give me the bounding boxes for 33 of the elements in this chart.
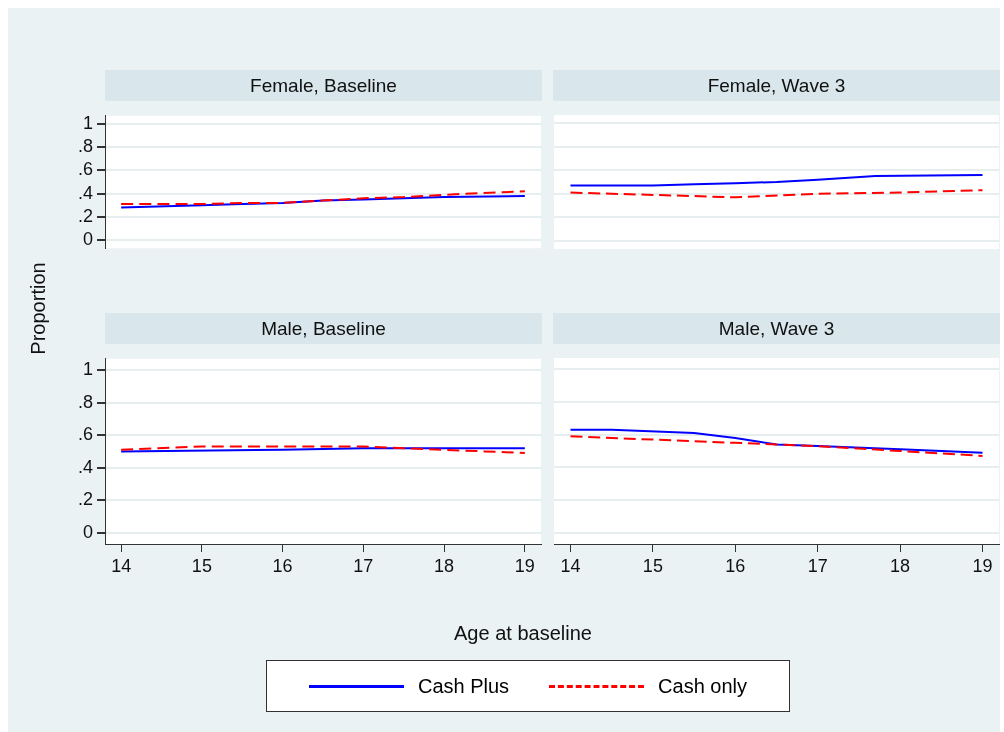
- chart-title: Male, Wave 3: [553, 313, 1000, 344]
- x-tick-label: 14: [111, 555, 132, 576]
- x-tick-label: 16: [272, 555, 293, 576]
- y-tick-label: .6: [77, 159, 93, 180]
- y-tick-label: .8: [77, 391, 93, 412]
- legend-label: Cash only: [658, 674, 748, 698]
- x-tick-label: 17: [353, 555, 374, 576]
- y-tick-label: .2: [77, 205, 93, 226]
- x-tick-label: 18: [890, 555, 911, 576]
- x-tick-label: 14: [560, 555, 581, 576]
- y-tick-label: .6: [77, 424, 93, 445]
- x-tick-label: 19: [514, 555, 535, 576]
- y-tick-label: .4: [77, 182, 93, 203]
- y-tick-label: 1: [82, 112, 93, 133]
- y-tick-label: .2: [77, 489, 93, 510]
- x-tick-label: 15: [642, 555, 663, 576]
- y-tick-label: 1: [82, 359, 93, 380]
- x-tick-label: 18: [434, 555, 455, 576]
- y-tick-label: 0: [82, 229, 93, 250]
- chart-title: Female, Wave 3: [553, 70, 1000, 101]
- y-tick-label: 0: [82, 521, 93, 542]
- x-axis-title: Age at baseline: [454, 622, 592, 645]
- x-tick-label: 17: [807, 555, 828, 576]
- line-series: [120, 190, 526, 206]
- y-tick-label: .4: [77, 456, 93, 477]
- x-tick-label: 15: [191, 555, 212, 576]
- chart-title: Female, Baseline: [105, 70, 542, 101]
- y-axis-title: Proportion: [26, 261, 50, 355]
- chart-title: Male, Baseline: [105, 313, 542, 344]
- legend-label: Cash Plus: [417, 674, 510, 698]
- x-tick-label: 19: [972, 555, 993, 576]
- x-tick-label: 16: [725, 555, 746, 576]
- y-tick-label: .8: [77, 136, 93, 157]
